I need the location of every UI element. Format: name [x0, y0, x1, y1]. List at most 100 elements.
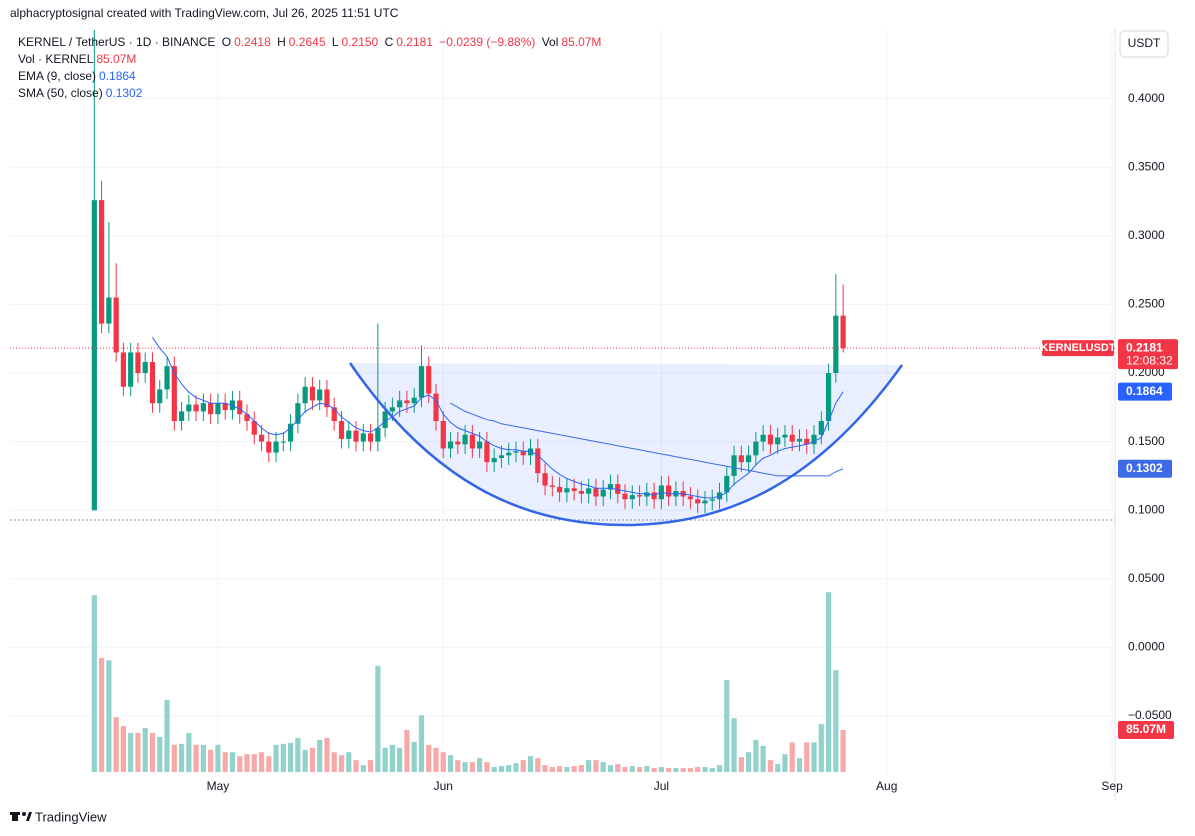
volume-bar — [397, 747, 403, 772]
volume-bar — [527, 756, 534, 772]
attribution: alphacryptosignal created with TradingVi… — [10, 6, 399, 20]
volume-bar — [280, 743, 286, 772]
volume-bar — [128, 732, 134, 772]
volume-bar — [586, 760, 592, 772]
candle-body — [484, 441, 490, 463]
candle-body — [411, 397, 417, 404]
brand: TradingView — [35, 809, 107, 824]
candle-body — [178, 411, 185, 422]
cup-curve — [348, 362, 904, 527]
volume-bar — [658, 767, 664, 772]
volume-bar — [157, 736, 163, 772]
overlay-tag-label: 0.1864 — [1126, 384, 1163, 398]
volume-bar — [556, 766, 563, 772]
candle-body — [738, 455, 744, 463]
volume-bar — [440, 752, 446, 772]
y-tick-label: 0.3500 — [1128, 159, 1165, 173]
candle-body — [629, 495, 635, 500]
candle-body — [280, 441, 286, 443]
volume-bar — [164, 699, 170, 772]
volume-bar — [237, 756, 243, 772]
volume-bar — [695, 767, 701, 772]
volume-bar — [426, 744, 432, 772]
candle-body — [571, 488, 577, 491]
legend-volume: Vol · KERNEL 85.07M — [18, 51, 139, 67]
candle-body — [346, 430, 352, 439]
volume-bar — [615, 764, 621, 772]
candle-body — [317, 389, 323, 401]
volume-bar — [418, 715, 425, 772]
candle-body — [469, 434, 475, 449]
candle-body — [266, 441, 272, 453]
x-tick-label: Jul — [654, 779, 669, 793]
volume-bar — [578, 765, 585, 772]
candle-body — [447, 441, 454, 449]
volume-bar — [295, 737, 301, 772]
candle-body — [157, 389, 163, 404]
candle-body — [753, 441, 759, 456]
volume-bar — [651, 768, 657, 772]
volume-bar — [622, 767, 628, 772]
volume-bar — [106, 660, 112, 772]
candle-body — [731, 455, 737, 476]
symbol: KERNEL / TetherUS · 1D · BINANCE — [18, 35, 216, 49]
volume-bar — [825, 592, 832, 772]
volume-bar — [455, 760, 461, 772]
candle-body — [586, 488, 592, 494]
volume-bar — [738, 757, 744, 772]
candle-body — [208, 403, 214, 415]
volume-bar — [506, 765, 512, 772]
ohlc-key: L — [331, 35, 339, 49]
volume-bar — [680, 768, 686, 772]
candle-body — [258, 434, 265, 442]
candle-body — [164, 366, 170, 390]
candle-body — [200, 403, 206, 412]
ohlc-key: O — [221, 35, 232, 49]
candle-body — [746, 455, 752, 463]
volume-bar — [244, 754, 250, 772]
volume-tag — [1118, 720, 1174, 739]
candle-body — [91, 200, 97, 511]
volume-bar — [775, 764, 781, 772]
volume-bar — [636, 767, 643, 772]
candle-body — [222, 403, 228, 411]
volume-bar — [98, 657, 105, 772]
candle-body — [462, 434, 468, 445]
volume-bar — [498, 766, 505, 772]
candle-body — [549, 485, 555, 487]
volume-bar — [411, 741, 417, 772]
currency[interactable]: USDT — [1128, 36, 1161, 50]
candle-body — [302, 386, 308, 404]
candle-body — [331, 407, 337, 422]
candle-body — [760, 434, 766, 442]
volume-bar — [91, 595, 97, 772]
currency-button[interactable] — [1119, 30, 1169, 58]
volume-bar — [171, 744, 177, 772]
logo — [10, 812, 32, 821]
volume-bar — [288, 742, 294, 772]
volume-bar — [353, 760, 359, 772]
volume-bar — [360, 765, 366, 772]
candle-body — [426, 366, 432, 394]
volume-bar — [767, 760, 774, 772]
candle-body — [295, 403, 301, 424]
ohlc-value: 0.2418 — [234, 35, 271, 49]
volume-bar — [469, 762, 475, 772]
candle-body — [615, 484, 621, 494]
candle-body — [418, 366, 425, 398]
cup-fill — [350, 363, 902, 525]
y-tick-label: 0.3000 — [1128, 228, 1165, 242]
candle-body — [404, 400, 410, 404]
volume-bar — [375, 665, 381, 772]
volume-bar — [324, 737, 330, 772]
volume-bar — [513, 763, 519, 772]
y-tick-label: 0.0500 — [1128, 571, 1165, 585]
overlay-name: EMA (9, close) — [18, 69, 97, 83]
volume-bar — [273, 744, 279, 772]
volume-bar — [535, 758, 541, 772]
candle-body — [382, 411, 388, 428]
candle-body — [244, 414, 250, 422]
volume-bar — [208, 749, 214, 772]
candle-body — [775, 437, 781, 445]
